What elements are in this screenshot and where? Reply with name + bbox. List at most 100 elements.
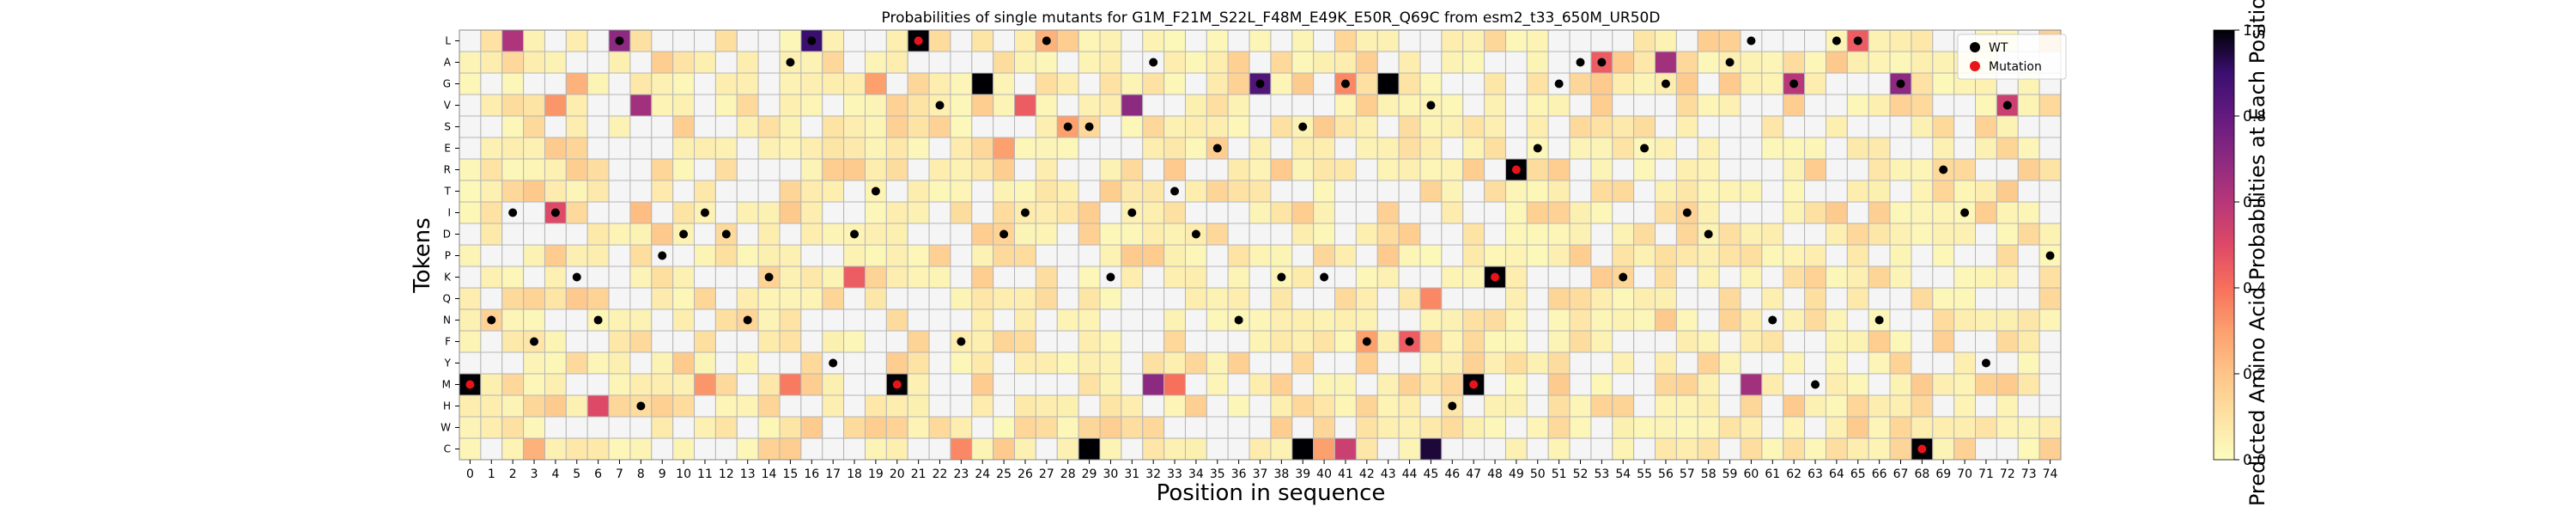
heatmap-cell xyxy=(1078,137,1101,160)
heatmap-cell xyxy=(950,437,973,461)
heatmap-cell xyxy=(1740,437,1763,461)
wt-marker xyxy=(615,36,624,46)
heatmap-cell xyxy=(501,330,525,353)
heatmap-cell xyxy=(1783,437,1806,461)
y-tick-label: Y xyxy=(444,357,452,369)
heatmap-cell xyxy=(544,223,567,246)
heatmap-cell xyxy=(1142,287,1165,310)
heatmap-cell xyxy=(1056,72,1079,95)
heatmap-cell xyxy=(1334,223,1357,246)
wt-marker xyxy=(1298,122,1308,131)
heatmap-cell xyxy=(993,158,1016,181)
heatmap-cell xyxy=(2038,287,2062,310)
heatmap-cell xyxy=(1121,94,1144,117)
heatmap-cell xyxy=(1825,416,1848,439)
mutation-marker xyxy=(892,380,902,389)
heatmap-cell xyxy=(1547,287,1571,310)
heatmap-cell xyxy=(672,394,696,418)
heatmap-cell xyxy=(480,394,503,418)
heatmap-cell xyxy=(629,94,653,117)
heatmap-cell xyxy=(1227,394,1250,418)
heatmap-cell xyxy=(2038,266,2062,289)
heatmap-cell xyxy=(1035,201,1058,224)
heatmap-cell xyxy=(1697,29,1720,52)
heatmap-cell xyxy=(1590,287,1613,310)
heatmap-cell xyxy=(1355,180,1378,203)
heatmap-cell xyxy=(800,137,823,160)
x-tick-label: 71 xyxy=(1978,467,1994,481)
heatmap-cell xyxy=(1996,308,2019,332)
heatmap-cell xyxy=(1590,201,1613,224)
heatmap-cell xyxy=(586,201,610,224)
wt-marker xyxy=(1533,143,1542,153)
wt-marker xyxy=(1106,272,1115,282)
heatmap-cell xyxy=(1761,330,1784,353)
heatmap-cell xyxy=(757,416,781,439)
heatmap-cell xyxy=(757,351,781,375)
heatmap-cell xyxy=(1975,180,1997,203)
heatmap-cell xyxy=(779,416,802,439)
heatmap-cell xyxy=(1804,394,1826,418)
heatmap-cell xyxy=(1718,115,1741,138)
wt-marker xyxy=(1747,36,1756,46)
heatmap-cell xyxy=(971,94,994,117)
heatmap-cell xyxy=(1376,266,1400,289)
heatmap-cell xyxy=(1184,308,1207,332)
heatmap-cell xyxy=(757,72,781,95)
heatmap-cell xyxy=(1099,416,1122,439)
heatmap-cell xyxy=(1419,416,1443,439)
heatmap-cell xyxy=(971,437,994,461)
heatmap-cell xyxy=(565,29,588,52)
heatmap-cell xyxy=(1014,223,1036,246)
heatmap-cell xyxy=(694,180,716,203)
heatmap-cell xyxy=(1590,180,1613,203)
heatmap-cell xyxy=(950,137,973,160)
heatmap-cell xyxy=(736,29,759,52)
heatmap-cell xyxy=(1419,287,1443,310)
heatmap-cell xyxy=(1014,394,1036,418)
heatmap-cell xyxy=(864,437,887,461)
heatmap-cell xyxy=(1825,287,1848,310)
heatmap-cell xyxy=(736,394,759,418)
heatmap-cell xyxy=(885,351,908,375)
heatmap-cell xyxy=(1804,137,1826,160)
heatmap-cell xyxy=(1014,51,1036,74)
heatmap-cell xyxy=(1056,223,1079,246)
heatmap-cell xyxy=(651,373,674,396)
heatmap-cell xyxy=(1953,416,1977,439)
heatmap-cell xyxy=(1376,158,1400,181)
heatmap-cell xyxy=(1206,158,1229,181)
heatmap-cell xyxy=(907,223,930,246)
heatmap-cell xyxy=(1590,115,1613,138)
heatmap-cell xyxy=(1206,437,1229,461)
heatmap-cell xyxy=(2038,201,2062,224)
heatmap-cell xyxy=(608,351,631,375)
heatmap-cell xyxy=(1911,223,1934,246)
heatmap-cell xyxy=(1975,308,1997,332)
heatmap-cell xyxy=(1184,201,1207,224)
heatmap-cell xyxy=(714,94,738,117)
heatmap-cell xyxy=(1975,394,1997,418)
colorbar: 0.00.20.40.60.81.0 Predicted Amino Acid … xyxy=(2213,0,2269,506)
heatmap-cell xyxy=(1526,115,1549,138)
heatmap-cell xyxy=(1633,394,1656,418)
heatmap-cell xyxy=(1718,330,1741,353)
heatmap-cell xyxy=(651,51,674,74)
heatmap-cell xyxy=(1462,72,1485,95)
heatmap-cell xyxy=(1718,394,1741,418)
heatmap-cell xyxy=(1376,137,1400,160)
heatmap-cell xyxy=(1142,416,1165,439)
heatmap-cell xyxy=(1419,373,1443,396)
heatmap-cell xyxy=(1334,287,1357,310)
heatmap-cell xyxy=(822,308,845,332)
heatmap-cell xyxy=(1206,416,1229,439)
heatmap-cell xyxy=(993,287,1016,310)
heatmap-cell xyxy=(714,201,738,224)
heatmap-cell xyxy=(480,94,503,117)
heatmap-cell xyxy=(480,416,503,439)
heatmap-cell xyxy=(779,244,802,267)
y-tick-label: H xyxy=(443,400,451,412)
heatmap-cell xyxy=(1462,201,1485,224)
heatmap-cell xyxy=(1504,394,1528,418)
colorbar-label: Predicted Amino Acid Probabilities at Ea… xyxy=(2245,0,2269,506)
